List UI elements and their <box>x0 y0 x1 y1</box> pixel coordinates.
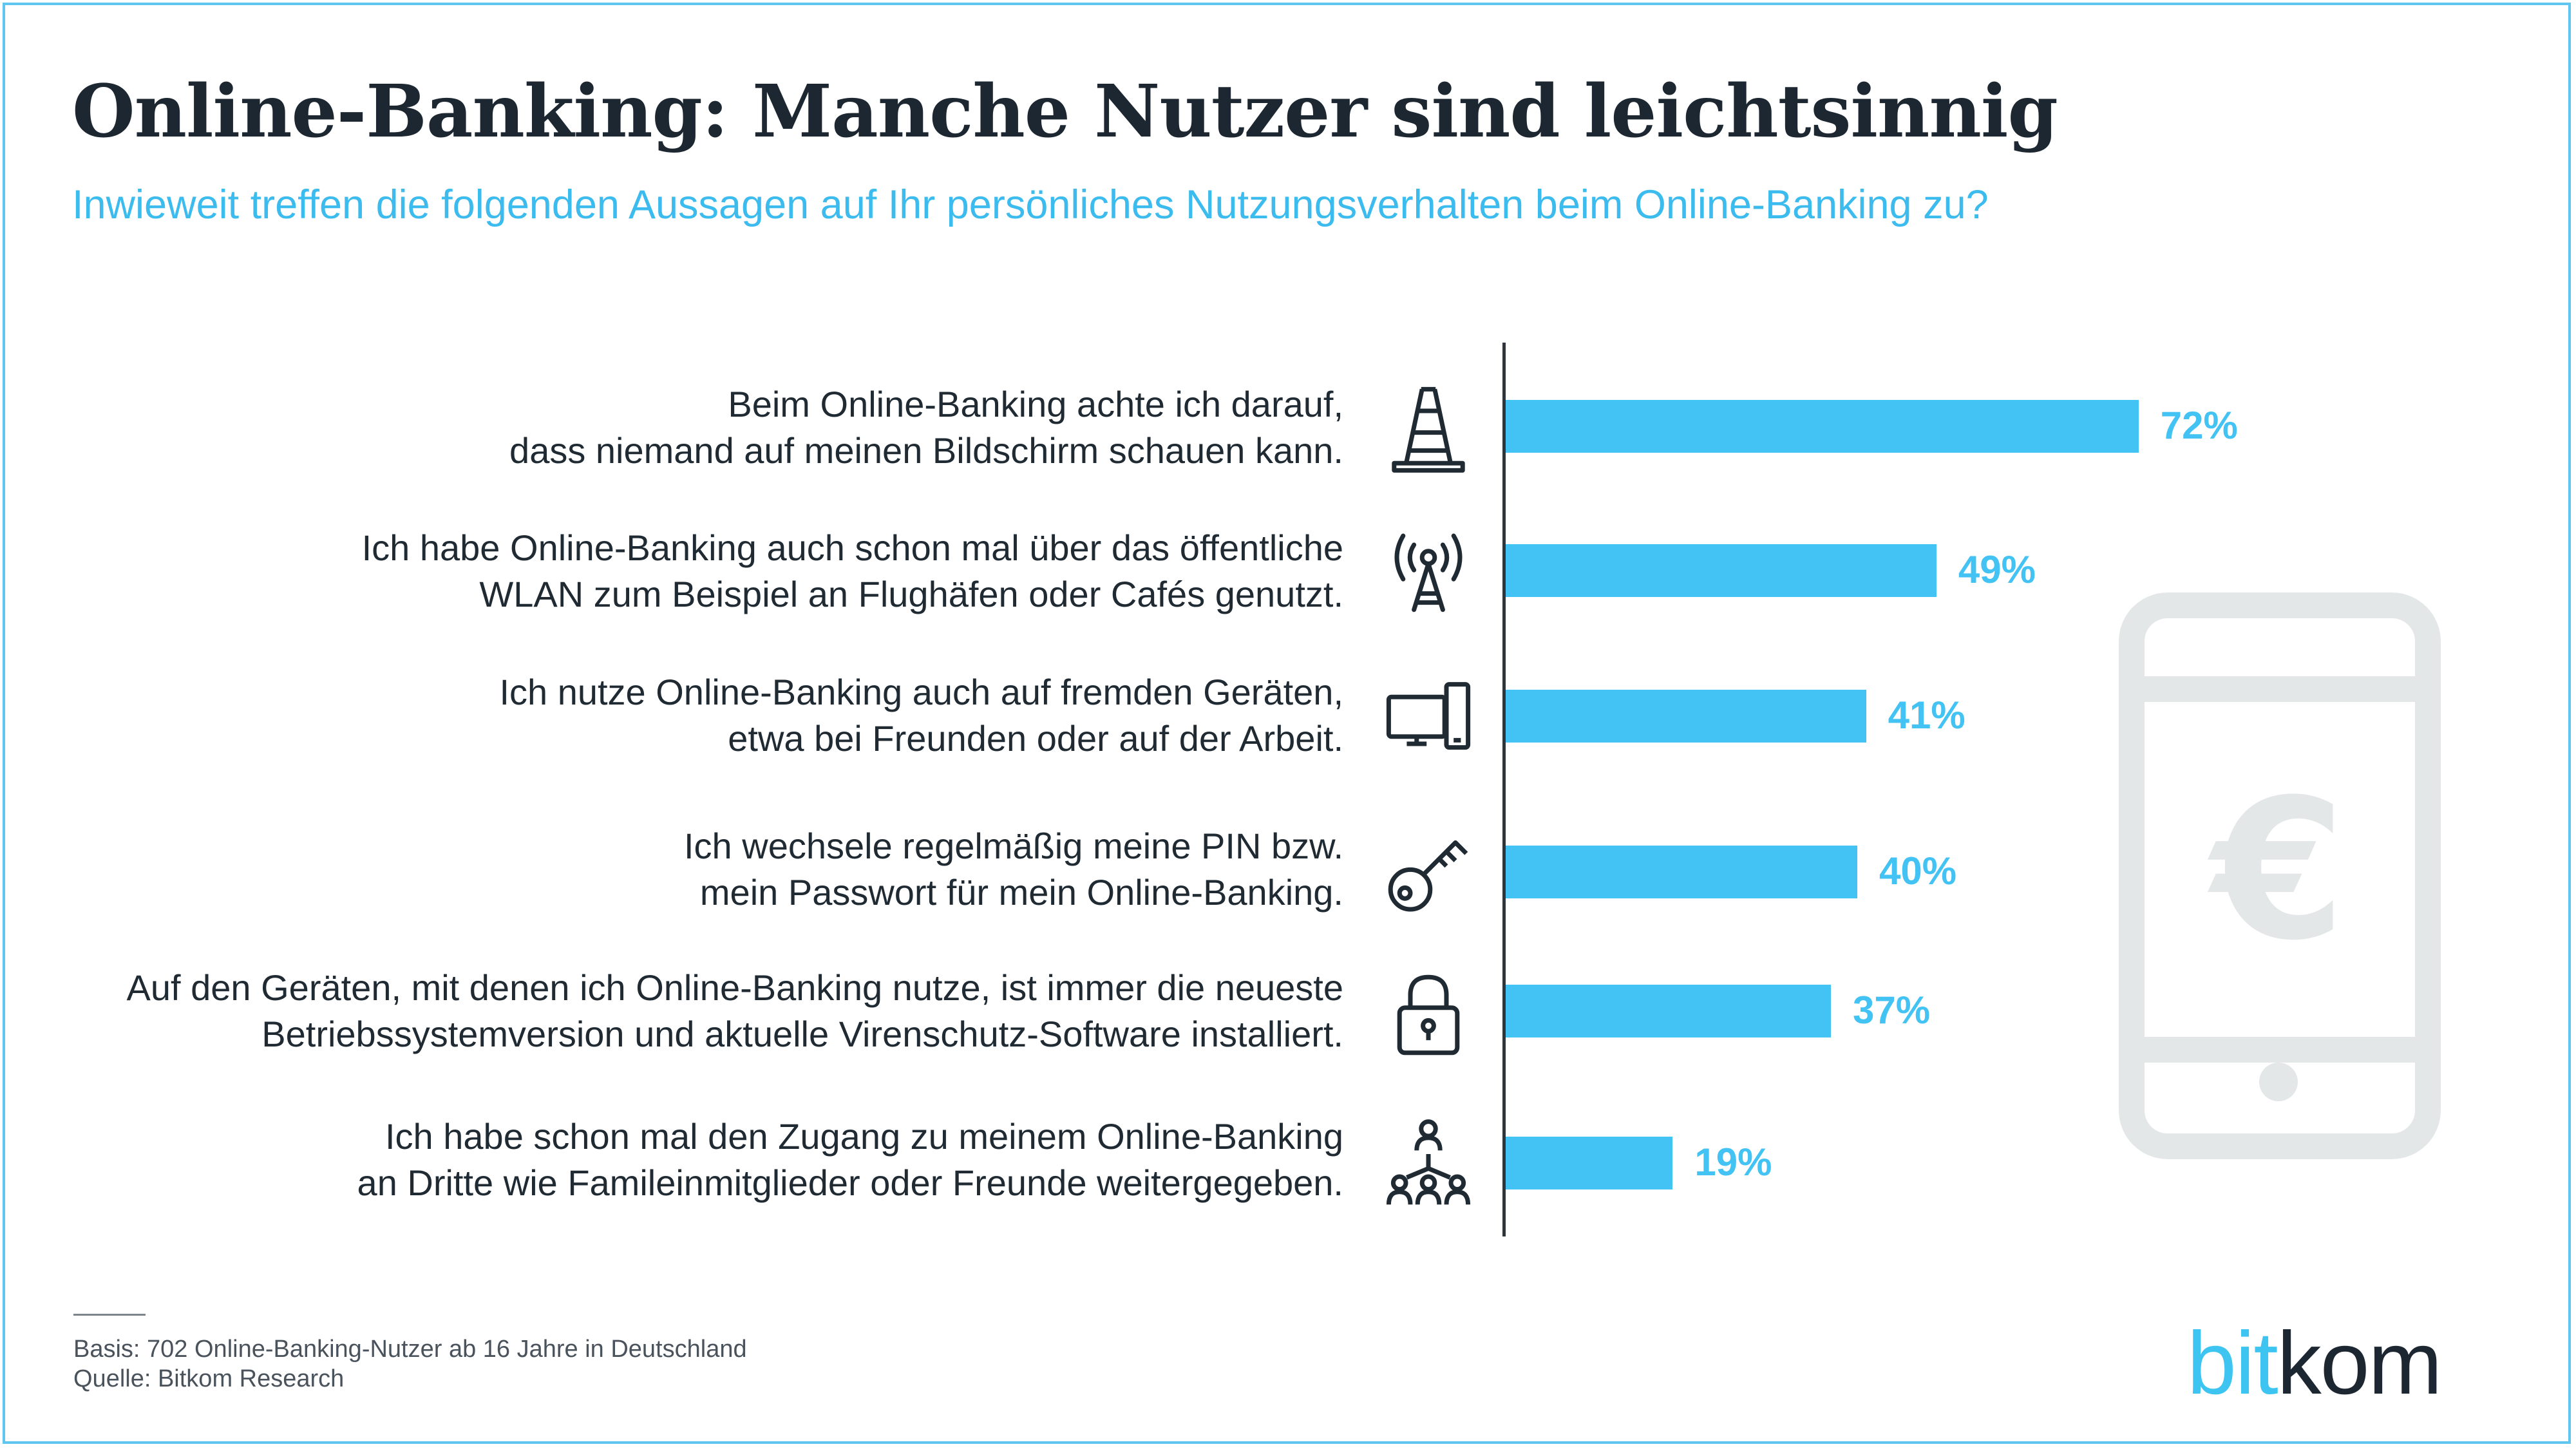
bar-label-5-line-1: Auf den Geräten, mit denen ich Online-Ba… <box>126 967 1343 1008</box>
bar-6 <box>1506 1137 1673 1189</box>
bar-label-4-line-2: mein Passwort für mein Online-Banking. <box>699 872 1343 913</box>
bar-label-3-line-1: Ich nutze Online-Banking auch auf fremde… <box>499 672 1343 712</box>
bitkom-logo: bitkom <box>2187 1312 2443 1415</box>
footer-source: Quelle: Bitkom Research <box>73 1365 345 1392</box>
antenna-icon <box>1383 527 1473 617</box>
chart-subtitle: Inwieweit treffen die folgenden Aussagen… <box>72 182 1989 227</box>
bar-1 <box>1506 400 2139 453</box>
bar-label-5: Auf den Geräten, mit denen ich Online-Ba… <box>88 965 1343 1057</box>
y-axis-line <box>1502 343 1506 1236</box>
footer-basis: Basis: 702 Online-Banking-Nutzer ab 16 J… <box>73 1336 747 1363</box>
traffic-cone-icon <box>1383 384 1473 474</box>
bar-label-3: Ich nutze Online-Banking auch auf fremde… <box>88 669 1343 762</box>
bar-value-label-6: 19% <box>1694 1141 1772 1184</box>
sharing-people-icon <box>1383 1118 1473 1208</box>
bar-label-4: Ich wechsele regelmäßig meine PIN bzw. m… <box>88 823 1343 916</box>
bar-value-label-1: 72% <box>2160 404 2238 447</box>
bar-label-2-line-2: WLAN zum Beispiel an Flughäfen oder Café… <box>479 574 1343 614</box>
bar-label-6-line-2: an Dritte wie Famileinmitglieder oder Fr… <box>357 1162 1343 1203</box>
chart-title: Online-Banking: Manche Nutzer sind leich… <box>72 70 2058 154</box>
bar-label-2: Ich habe Online-Banking auch schon mal ü… <box>88 525 1343 618</box>
bar-label-6: Ich habe schon mal den Zugang zu meinem … <box>88 1113 1343 1206</box>
bar-5 <box>1506 985 1832 1037</box>
bar-value-label-3: 41% <box>1888 694 1965 737</box>
bar-label-5-line-2: Betriebssystemversion und aktuelle Viren… <box>261 1014 1343 1054</box>
euro-symbol: € <box>2205 758 2345 983</box>
smartphone-euro-icon: € <box>2119 592 2441 1159</box>
bar-label-3-line-2: etwa bei Freunden oder auf der Arbeit. <box>728 718 1343 759</box>
bar-3 <box>1506 690 1866 743</box>
devices-icon <box>1383 672 1473 762</box>
bar-value-label-5: 37% <box>1853 989 1931 1032</box>
bar-value-label-4: 40% <box>1879 849 1957 893</box>
footer-divider <box>73 1314 146 1316</box>
padlock-icon <box>1383 970 1473 1060</box>
bar-2 <box>1506 544 1937 597</box>
bar-label-4-line-1: Ich wechsele regelmäßig meine PIN bzw. <box>684 826 1343 866</box>
bar-label-6-line-1: Ich habe schon mal den Zugang zu meinem … <box>385 1116 1343 1157</box>
bar-label-1-line-1: Beim Online-Banking achte ich darauf, <box>728 384 1343 424</box>
bar-value-label-2: 49% <box>1958 548 2036 591</box>
key-icon <box>1383 828 1473 918</box>
bar-4 <box>1506 846 1857 898</box>
bar-label-2-line-1: Ich habe Online-Banking auch schon mal ü… <box>361 527 1343 568</box>
frame-border <box>3 3 2571 1444</box>
bar-label-1-line-2: dass niemand auf meinen Bildschirm schau… <box>509 430 1343 471</box>
bar-label-1: Beim Online-Banking achte ich darauf, da… <box>88 381 1343 474</box>
logo-part-kom: kom <box>2277 1314 2443 1413</box>
logo-part-bit: bit <box>2187 1314 2278 1413</box>
